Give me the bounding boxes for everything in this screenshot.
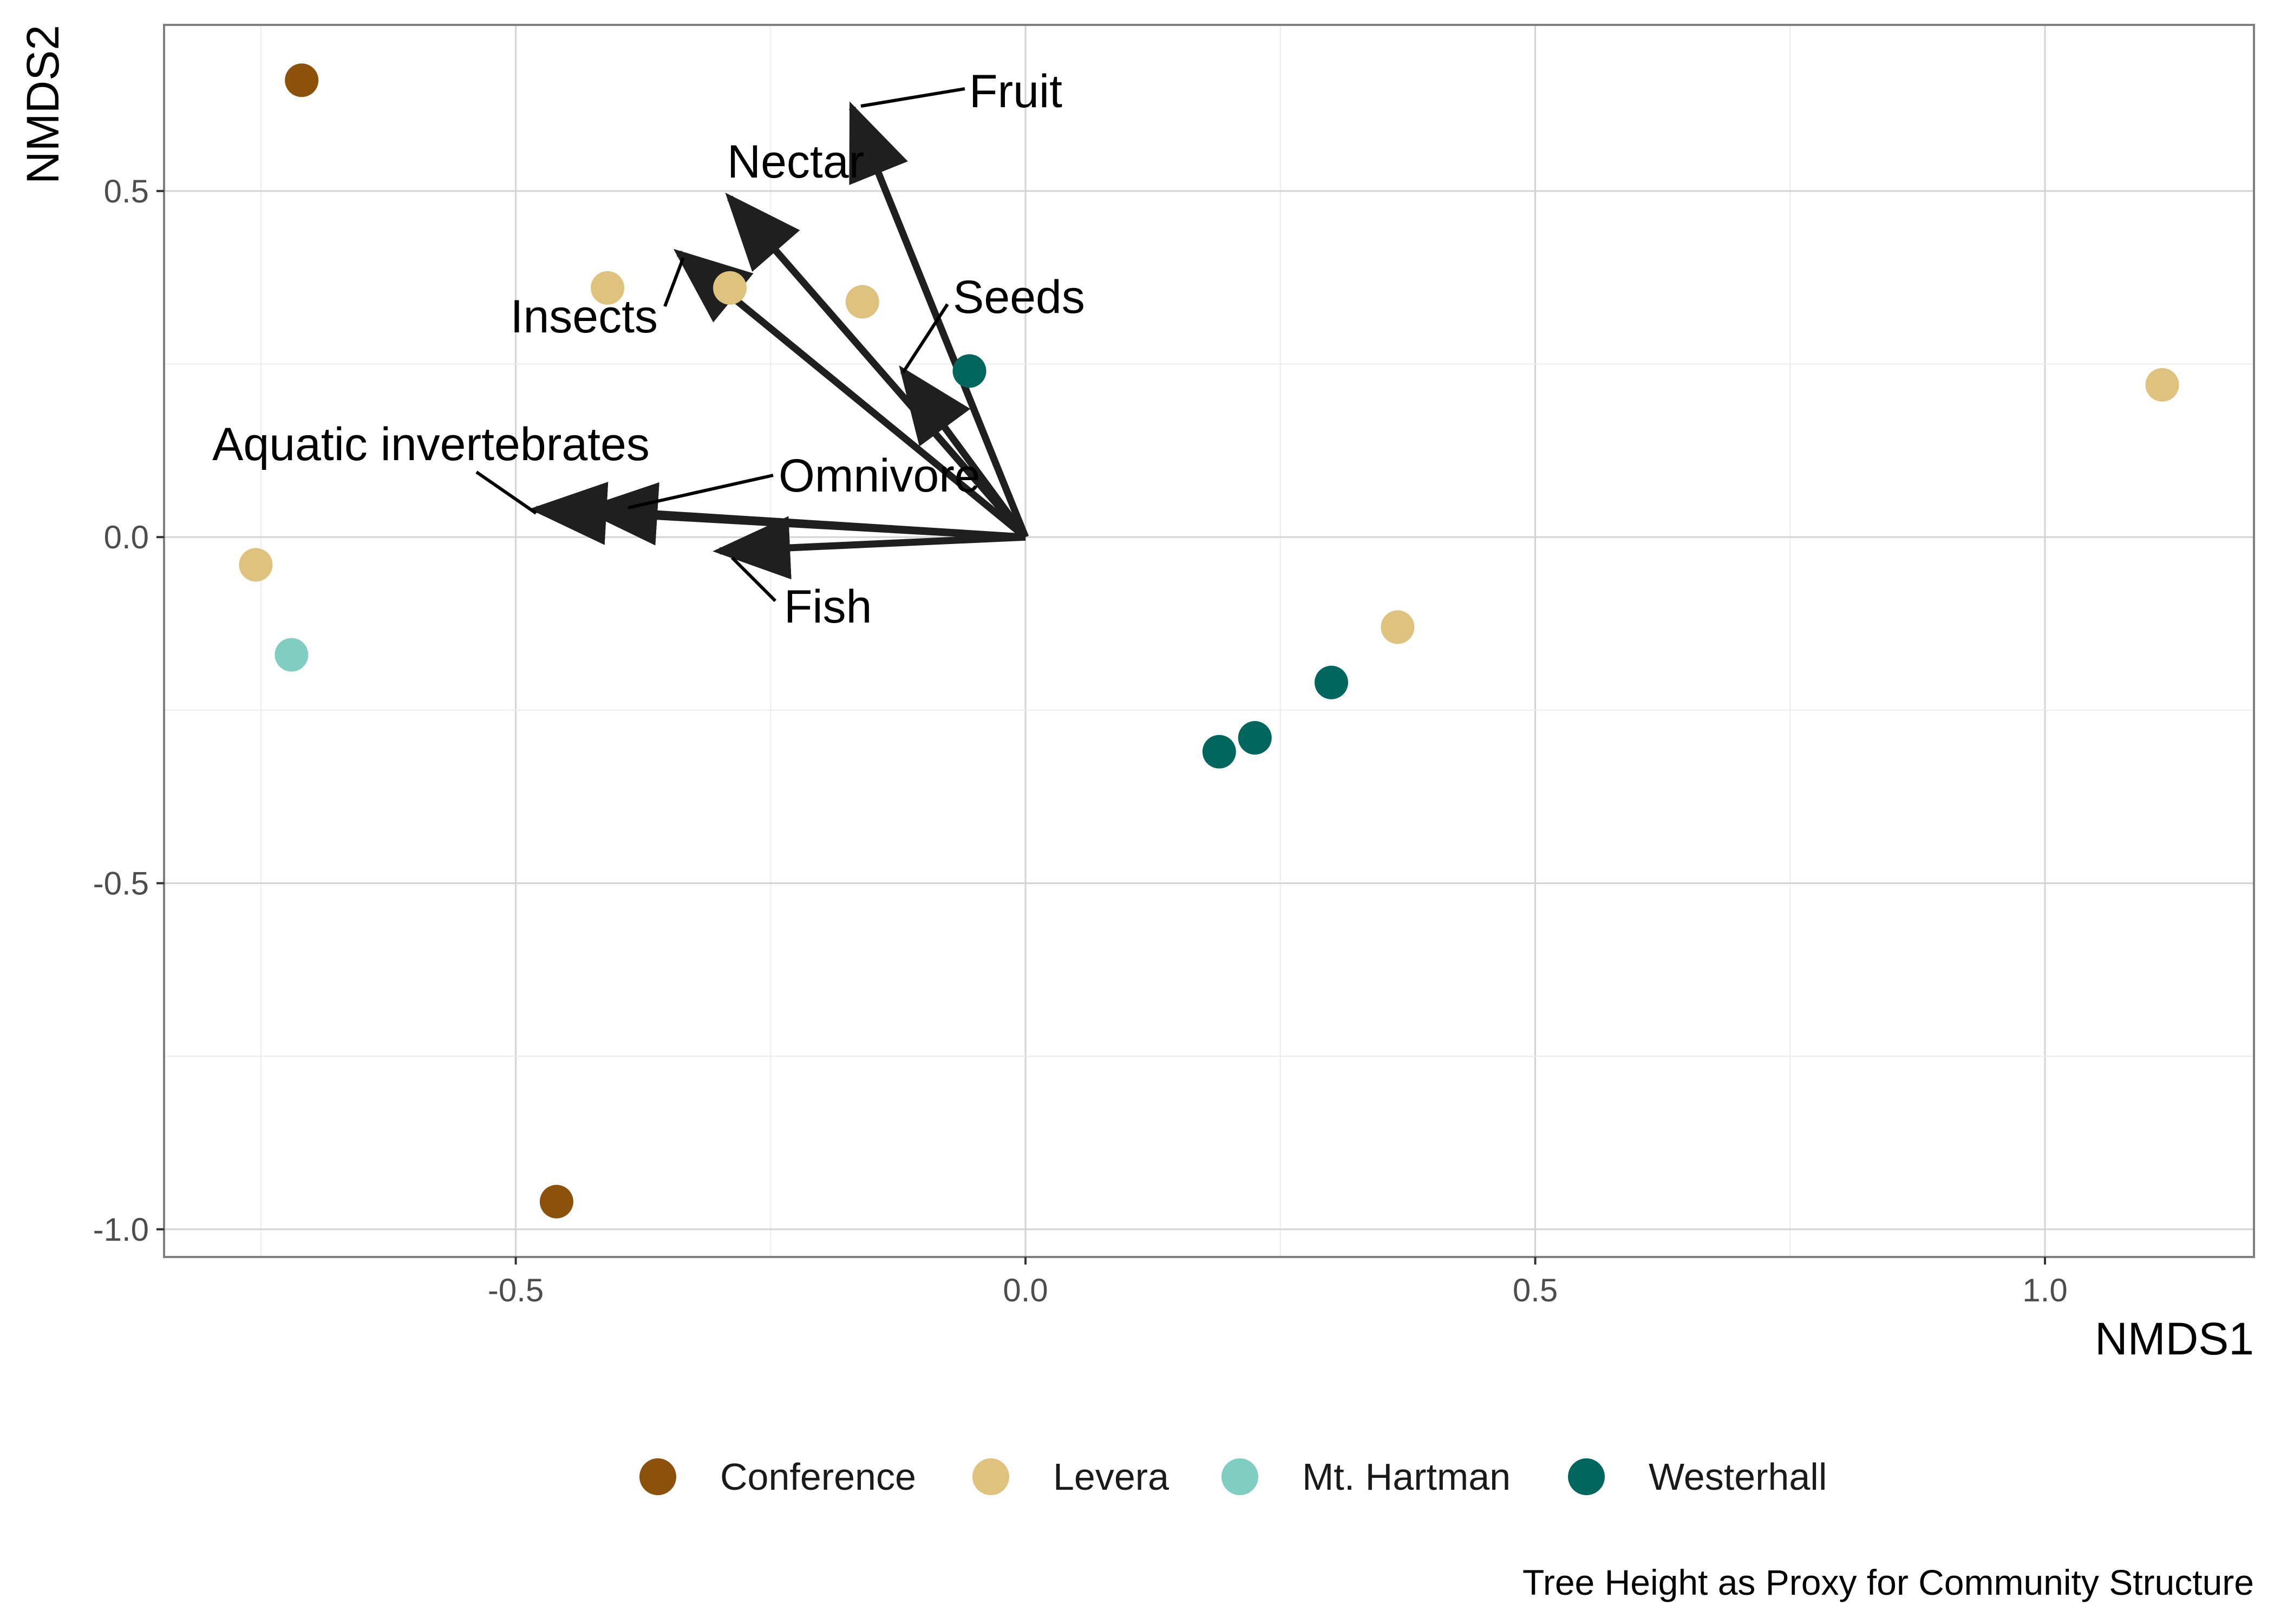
vector-leader-line xyxy=(730,556,777,603)
vector-arrow-fruit xyxy=(848,101,1029,539)
legend-label: Mt. Hartman xyxy=(1302,1456,1511,1498)
chart-caption: Tree Height as Proxy for Community Struc… xyxy=(1522,1562,2254,1602)
vector-label-aquatic-invertebrates: Aquatic invertebrates xyxy=(212,418,650,470)
legend-key-mt-hartman xyxy=(1221,1458,1258,1495)
point-levera xyxy=(845,285,879,319)
legend: Conference Levera Mt. Hartman Westerhall xyxy=(639,1456,1827,1498)
y-tick-label: -0.5 xyxy=(93,866,149,902)
legend-label: Conference xyxy=(720,1456,916,1498)
y-axis-title: NMDS2 xyxy=(17,25,68,184)
vector-arrow-seeds xyxy=(899,365,1029,540)
legend-label: Levera xyxy=(1053,1456,1169,1498)
vector-label-fish: Fish xyxy=(784,581,872,633)
legend-key-levera xyxy=(972,1458,1009,1495)
vector-label-omnivore: Omnivore xyxy=(779,450,981,502)
point-conference xyxy=(539,1184,573,1219)
y-tick-label: 0.0 xyxy=(104,519,149,555)
grid-lines xyxy=(164,25,2254,1257)
vector-labels: Fruit Nectar Insects Seeds Aquatic invertebr… xyxy=(212,66,1085,633)
legend-label: Westerhall xyxy=(1649,1456,1827,1498)
vector-label-fruit: Fruit xyxy=(969,66,1062,117)
point-levera xyxy=(591,271,625,305)
legend-key-conference xyxy=(639,1458,676,1495)
x-tick-label: -0.5 xyxy=(488,1272,544,1308)
point-conference xyxy=(285,63,319,97)
vector-arrow-nectar xyxy=(725,192,1028,540)
x-axis-title: NMDS1 xyxy=(2095,1313,2254,1364)
vector-leader-line xyxy=(663,257,685,307)
point-levera xyxy=(239,548,273,582)
plot-panel-border xyxy=(163,24,2255,1258)
vector-leader-line xyxy=(860,87,965,108)
x-tick-label: 0.0 xyxy=(1003,1272,1048,1308)
data-points xyxy=(239,63,2179,1219)
x-axis-ticks: -0.5 0.0 0.5 1.0 xyxy=(488,1257,2068,1308)
y-tick-label: 0.5 xyxy=(104,173,149,209)
point-levera xyxy=(1381,610,1415,644)
vector-leader-line xyxy=(475,470,537,515)
vector-label-insects: Insects xyxy=(511,291,658,343)
vector-label-nectar: Nectar xyxy=(727,136,864,188)
x-tick-label: 1.0 xyxy=(2022,1272,2067,1308)
point-westerhall xyxy=(952,354,986,388)
point-levera xyxy=(2145,368,2179,402)
point-westerhall xyxy=(1238,721,1272,755)
vector-label-seeds: Seeds xyxy=(953,271,1085,323)
y-axis-ticks: -1.0 -0.5 0.0 0.5 xyxy=(93,173,164,1248)
point-mt-hartman xyxy=(275,638,309,672)
plot-background xyxy=(164,25,2254,1257)
vector-leader-line xyxy=(628,474,774,509)
point-westerhall xyxy=(1314,665,1348,699)
x-tick-label: 0.5 xyxy=(1513,1272,1558,1308)
point-levera xyxy=(713,271,747,305)
vector-arrow-fish xyxy=(713,516,1026,580)
vector-leader-line xyxy=(901,303,949,374)
y-tick-label: -1.0 xyxy=(93,1212,149,1248)
point-westerhall xyxy=(1202,735,1236,769)
legend-key-westerhall xyxy=(1568,1458,1605,1495)
vector-arrow-omnivore xyxy=(580,482,1026,546)
vector-arrows xyxy=(529,101,1029,580)
